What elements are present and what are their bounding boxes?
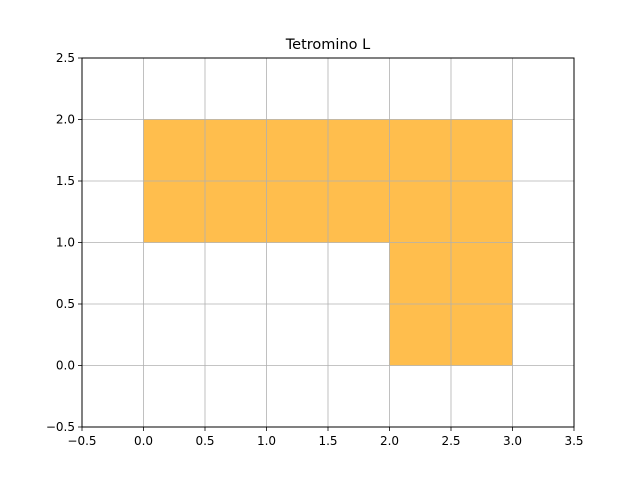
- y-tick-label-1: 0.0: [56, 359, 75, 373]
- y-tick-label-6: 2.5: [56, 51, 75, 65]
- y-tick-label-2: 0.5: [56, 297, 75, 311]
- x-tick-label-3: 1.0: [257, 434, 276, 448]
- x-tick-label-7: 3.0: [503, 434, 522, 448]
- x-tick-label-6: 2.5: [441, 434, 460, 448]
- x-tick-label-1: 0.0: [134, 434, 153, 448]
- y-axis: −0.5 0.0 0.5 1.0 1.5 2.0 2.5: [46, 51, 82, 434]
- y-tick-label-3: 1.0: [56, 236, 75, 250]
- chart-title: Tetromino L: [285, 37, 370, 53]
- x-tick-label-4: 1.5: [318, 434, 337, 448]
- x-axis: −0.5 0.0 0.5 1.0 1.5 2.0 2.5 3.0 3.5: [67, 427, 584, 448]
- y-tick-label-5: 2.0: [56, 113, 75, 127]
- x-tick-label-0: −0.5: [67, 434, 96, 448]
- x-tick-label-2: 0.5: [195, 434, 214, 448]
- y-tick-label-4: 1.5: [56, 174, 75, 188]
- x-tick-label-8: 3.5: [564, 434, 583, 448]
- y-tick-label-0: −0.5: [46, 420, 75, 434]
- x-tick-label-5: 2.0: [380, 434, 399, 448]
